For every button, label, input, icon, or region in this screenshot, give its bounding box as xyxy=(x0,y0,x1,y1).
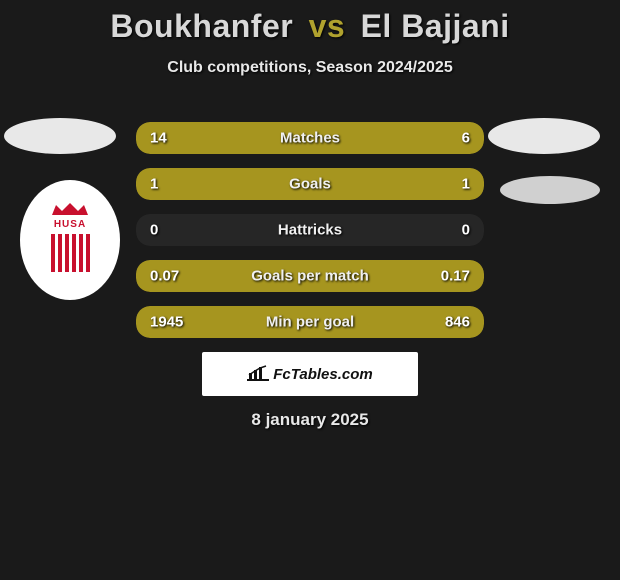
subtitle: Club competitions, Season 2024/2025 xyxy=(0,59,620,77)
stat-label: Matches xyxy=(280,130,340,147)
credit-badge[interactable]: FcTables.com xyxy=(202,352,418,396)
club-badge-text: HUSA xyxy=(54,219,86,230)
comparison-title: Boukhanfer vs El Bajjani xyxy=(0,0,620,45)
team-right-placeholder xyxy=(488,118,600,154)
stat-row: 1 Goals 1 xyxy=(136,168,484,200)
crown-icon xyxy=(50,203,90,217)
club-badge: HUSA xyxy=(20,180,120,300)
player1-name: Boukhanfer xyxy=(110,8,293,44)
stat-label: Goals xyxy=(289,176,331,193)
stat-value-right: 6 xyxy=(462,130,470,147)
stat-value-right: 0.17 xyxy=(441,268,470,285)
vs-label: vs xyxy=(309,8,346,44)
team-left-placeholder xyxy=(4,118,116,154)
stat-row: 0.07 Goals per match 0.17 xyxy=(136,260,484,292)
stat-row: 14 Matches 6 xyxy=(136,122,484,154)
team-right-placeholder-2 xyxy=(500,176,600,204)
date-label: 8 january 2025 xyxy=(251,410,368,430)
stat-value-right: 846 xyxy=(445,314,470,331)
player2-name: El Bajjani xyxy=(361,8,510,44)
stat-value-left: 14 xyxy=(150,130,167,147)
stat-value-right: 0 xyxy=(462,222,470,239)
stat-row: 1945 Min per goal 846 xyxy=(136,306,484,338)
stat-row: 0 Hattricks 0 xyxy=(136,214,484,246)
credit-text: FcTables.com xyxy=(273,366,372,383)
club-badge-circle: HUSA xyxy=(20,180,120,300)
chart-icon xyxy=(247,365,269,383)
stat-label: Goals per match xyxy=(251,268,369,285)
stat-value-left: 0 xyxy=(150,222,158,239)
stat-value-left: 1 xyxy=(150,176,158,193)
stat-label: Hattricks xyxy=(278,222,342,239)
stat-label: Min per goal xyxy=(266,314,354,331)
stat-value-right: 1 xyxy=(462,176,470,193)
stat-value-left: 0.07 xyxy=(150,268,179,285)
club-stripes xyxy=(51,234,90,272)
stat-value-left: 1945 xyxy=(150,314,183,331)
stat-bars: 14 Matches 6 1 Goals 1 0 Hattricks 0 0.07 Goals pe… xyxy=(136,122,484,352)
